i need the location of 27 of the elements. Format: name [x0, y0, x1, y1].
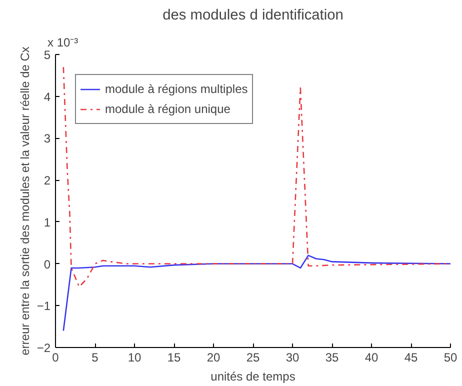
x-tick-label: 15	[167, 350, 181, 364]
x-tick-label: 10	[128, 350, 142, 364]
x-tick-label: 25	[246, 350, 260, 364]
y-tick-label: 2	[44, 174, 51, 188]
chart-title: des modules d identification	[162, 8, 344, 24]
y-tick-label: −2	[36, 341, 51, 355]
x-tick-label: 30	[286, 350, 300, 364]
text: x 10⁻³	[48, 36, 78, 50]
x-tick-label: 5	[92, 350, 99, 364]
y-tick-label: −1	[36, 299, 51, 314]
legend-label: module à régions multiples	[105, 82, 248, 96]
x-tick-label: 35	[325, 350, 339, 364]
x-tick-label: 40	[364, 350, 378, 364]
x-tick-label: 20	[206, 350, 220, 364]
y-axis-title: erreur entre la sortie des modules et la valeur réelle de Cx	[18, 46, 32, 356]
line-series	[62, 254, 450, 332]
line-series	[62, 66, 450, 288]
y-tick-label: 0	[44, 257, 51, 272]
x-tick-label: 0	[52, 350, 60, 364]
x-tick-label: 45	[404, 350, 418, 364]
y-tick-label: 5	[44, 48, 51, 62]
x-tick-label: 50	[444, 350, 458, 364]
x-axis-title: unités de temps	[210, 370, 296, 384]
y-tick-label: 1	[44, 215, 51, 230]
y-tick-label: 4	[44, 90, 51, 104]
legend-label: module à région unique	[105, 102, 230, 116]
y-tick-label: 3	[44, 132, 51, 146]
